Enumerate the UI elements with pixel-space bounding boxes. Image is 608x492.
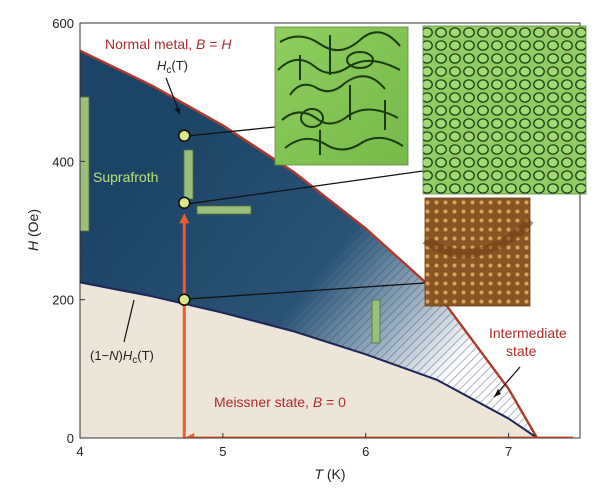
domain-bar-horizontal [196, 205, 252, 215]
x-tick-label-7: 7 [505, 444, 512, 459]
y-tick-label-600: 600 [52, 16, 74, 31]
domain-bar-upper [183, 149, 194, 200]
intermediate-arrowhead [494, 389, 501, 397]
meissner-label: Meissner state, B = 0 [214, 394, 346, 410]
y-tick-label-0: 0 [67, 431, 74, 446]
x-axis-label: T (K) [314, 466, 345, 482]
state-markers [177, 129, 191, 306]
hc-curve [80, 49, 539, 438]
lower-label-arrow [123, 299, 135, 343]
x-axis-ticks: 4 5 6 7 [76, 433, 512, 459]
y-axis-ticks: 0 200 400 600 [52, 16, 85, 446]
hc-label-arrow [165, 77, 181, 115]
x-tick-label-6: 6 [362, 444, 369, 459]
x-tick-label-5: 5 [219, 444, 226, 459]
suprafroth-label: Suprafroth [93, 169, 158, 185]
domain-bar-left [80, 96, 90, 232]
hc-curve-label: Hc(T) [157, 58, 188, 76]
plot-frame [79, 22, 581, 439]
domain-image-labyrinth [274, 26, 409, 166]
normal-metal-label: Normal metal, B = H [105, 36, 232, 52]
y-axis-label: H (Oe) [25, 209, 41, 251]
experimental-path [179, 213, 573, 438]
image-pointer-lines [186, 126, 426, 300]
domain-image-dots [422, 197, 534, 307]
lower-curve [80, 281, 538, 438]
lower-curve-label: (1−N)Hc(T) [90, 348, 154, 366]
state-marker-1 [177, 129, 191, 143]
y-tick-label-200: 200 [52, 293, 74, 308]
suprafroth-region [80, 50, 538, 438]
hc-arrowhead [174, 108, 180, 114]
domain-bar-right [371, 299, 381, 344]
y-tick-label-400: 400 [52, 154, 74, 169]
state-marker-2 [177, 196, 191, 210]
domain-image-bubbles [422, 25, 587, 195]
path-left-arrowhead [184, 433, 195, 438]
state-marker-3 [177, 293, 191, 306]
intermediate-label-1: Intermediate [489, 325, 567, 341]
path-up-arrowhead [179, 213, 190, 224]
intermediate-label-2: state [506, 343, 537, 359]
x-tick-label-4: 4 [76, 444, 83, 459]
